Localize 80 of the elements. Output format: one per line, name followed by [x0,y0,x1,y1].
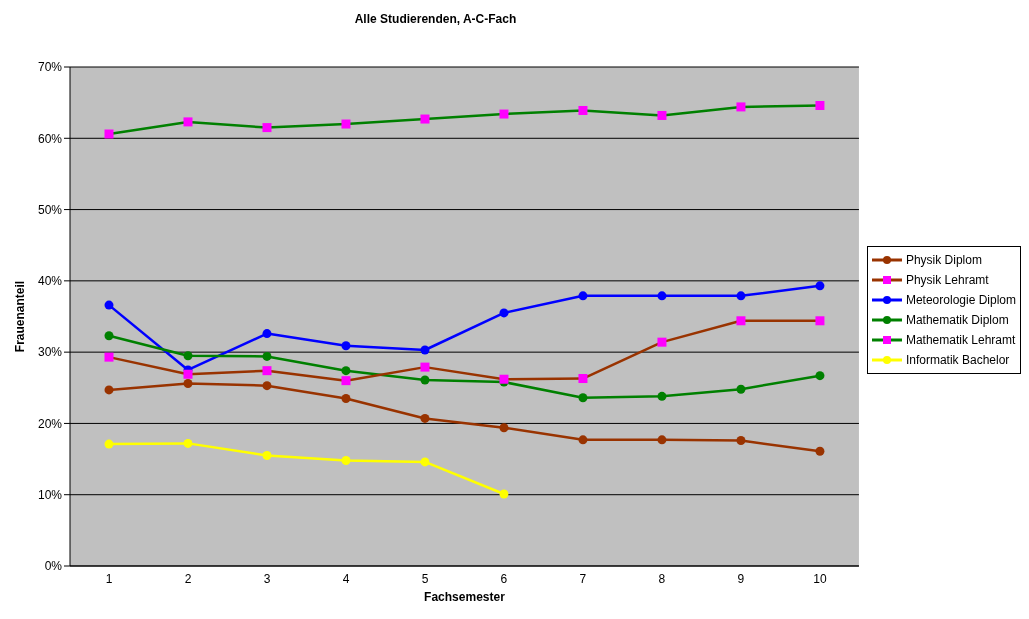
legend-label: Mathematik Diplom [905,312,1009,327]
legend-label: Informatik Bachelor [905,352,1010,367]
point [736,436,746,446]
point [657,291,667,301]
legend-label: Physik Diplom [905,252,982,267]
y-tick-label: 30% [37,345,63,360]
x-tick-label: 1 [105,571,113,586]
y-tick-label: 40% [37,274,63,289]
point [420,413,430,423]
point [341,341,351,351]
point [578,291,588,301]
point [578,374,588,384]
x-tick-label: 6 [500,571,508,586]
y-tick-label: 10% [37,487,63,502]
y-tick-label: 0% [44,559,63,574]
point [262,351,272,361]
point [815,281,825,291]
x-tick-label: 9 [737,571,745,586]
point [815,446,825,456]
legend-label: Physik Lehramt [905,272,989,287]
x-axis-title: Fachsemester [424,590,506,604]
point [578,393,588,403]
x-tick-label: 4 [342,571,350,586]
point [104,331,114,341]
y-tick-label: 20% [37,416,63,431]
point [262,329,272,339]
point [736,384,746,394]
point [420,345,430,355]
point [657,337,667,347]
point [736,291,746,301]
point [183,438,193,448]
point [183,117,193,127]
point [499,489,509,499]
point [815,371,825,381]
point [104,352,114,362]
point [341,393,351,403]
point [183,369,193,379]
point [262,381,272,391]
legend-label: Mathematik Lehramt [905,332,1016,347]
point [499,423,509,433]
point [815,100,825,110]
point [420,114,430,124]
x-tick-label: 7 [579,571,587,586]
chart-title: Alle Studierenden, A-C-Fach [353,12,518,26]
point [104,385,114,395]
y-axis-title: Frauenanteil [13,280,28,353]
y-tick-label: 60% [37,131,63,146]
point [341,119,351,129]
point [341,456,351,465]
x-tick-label: 3 [263,571,271,586]
x-tick-label: 10 [813,571,827,586]
point [262,366,272,376]
point [420,375,430,385]
y-tick-label: 50% [37,202,63,217]
point [104,129,114,139]
point [499,308,509,318]
point [736,102,746,112]
point [578,435,588,445]
point [420,457,430,467]
point [736,316,746,326]
point [657,435,667,445]
x-tick-label: 2 [184,571,192,586]
x-tick-label: 5 [421,571,429,586]
point [657,110,667,120]
point [341,376,351,386]
legend-label: Meteorologie Diplom [905,292,1016,307]
point [420,362,430,372]
point [183,351,193,361]
point [341,366,351,376]
point [815,316,825,326]
point [104,300,114,310]
point [183,379,193,389]
point [499,109,509,119]
point [262,123,272,133]
y-tick-label: 70% [37,60,63,75]
point [657,391,667,401]
point [262,451,272,461]
x-tick-label: 8 [658,571,666,586]
point [104,439,114,449]
point [578,105,588,115]
